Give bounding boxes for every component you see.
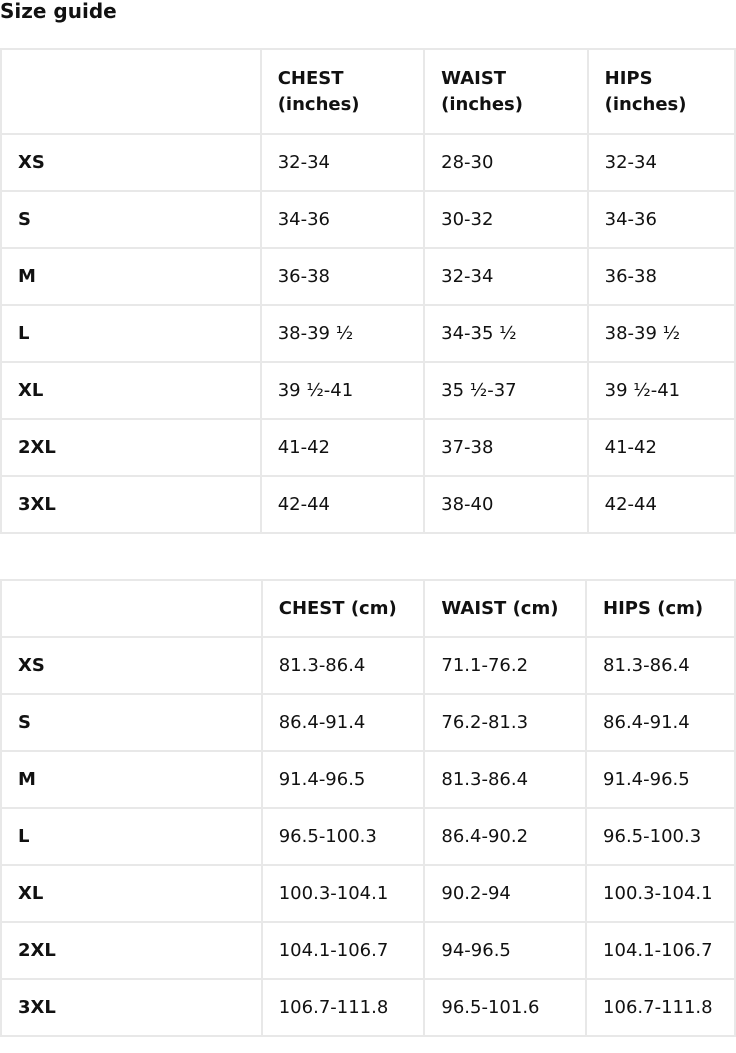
table-row: 3XL 42-44 38-40 42-44 <box>0 475 736 534</box>
size-label: 2XL <box>0 921 263 980</box>
measurement-cell: 81.3-86.4 <box>423 750 588 809</box>
measurement-cell: 96.5-101.6 <box>423 978 588 1037</box>
measurement-cell: 34-36 <box>586 190 736 249</box>
table-row: S 86.4-91.4 76.2-81.3 86.4-91.4 <box>0 693 736 752</box>
size-label: XS <box>0 133 262 192</box>
measurement-cell: 100.3-104.1 <box>260 864 426 923</box>
measurement-cell: 94-96.5 <box>423 921 588 980</box>
measurement-cell: 36-38 <box>586 247 736 306</box>
table-header-row: CHEST (inches) WAIST (inches) HIPS (inches… <box>0 48 736 135</box>
size-label: M <box>0 750 263 809</box>
measurement-cell: 106.7-111.8 <box>260 978 426 1037</box>
measurement-cell: 104.1-106.7 <box>260 921 426 980</box>
column-header: CHEST (inches) <box>259 48 426 135</box>
measurement-cell: 86.4-91.4 <box>260 693 426 752</box>
measurement-cell: 91.4-96.5 <box>260 750 426 809</box>
measurement-cell: 96.5-100.3 <box>585 807 736 866</box>
measurement-cell: 39 ½-41 <box>259 361 426 420</box>
table-row: M 91.4-96.5 81.3-86.4 91.4-96.5 <box>0 750 736 809</box>
measurement-cell: 32-34 <box>423 247 589 306</box>
size-label: 3XL <box>0 978 263 1037</box>
measurement-cell: 36-38 <box>259 247 426 306</box>
measurement-cell: 96.5-100.3 <box>260 807 426 866</box>
measurement-cell: 81.3-86.4 <box>260 636 426 695</box>
measurement-cell: 42-44 <box>586 475 736 534</box>
column-header: HIPS (inches) <box>586 48 736 135</box>
measurement-cell: 86.4-90.2 <box>423 807 588 866</box>
size-label: XS <box>0 636 263 695</box>
table-row: L 38-39 ½ 34-35 ½ 38-39 ½ <box>0 304 736 363</box>
measurement-cell: 28-30 <box>423 133 589 192</box>
measurement-cell: 42-44 <box>259 475 426 534</box>
table-row: M 36-38 32-34 36-38 <box>0 247 736 306</box>
table-header-row: CHEST (cm) WAIST (cm) HIPS (cm) <box>0 579 736 638</box>
table-row: 2XL 41-42 37-38 41-42 <box>0 418 736 477</box>
measurement-cell: 41-42 <box>586 418 736 477</box>
column-header: WAIST (cm) <box>423 579 588 638</box>
size-label: XL <box>0 864 263 923</box>
measurement-cell: 38-39 ½ <box>586 304 736 363</box>
size-table-inches: CHEST (inches) WAIST (inches) HIPS (inches… <box>0 48 736 534</box>
measurement-cell: 34-35 ½ <box>423 304 589 363</box>
measurement-cell: 35 ½-37 <box>423 361 589 420</box>
measurement-cell: 76.2-81.3 <box>423 693 588 752</box>
measurement-cell: 38-40 <box>423 475 589 534</box>
measurement-cell: 34-36 <box>259 190 426 249</box>
size-label: L <box>0 304 262 363</box>
column-header <box>0 579 263 638</box>
measurement-cell: 39 ½-41 <box>586 361 736 420</box>
measurement-cell: 86.4-91.4 <box>585 693 736 752</box>
column-header <box>0 48 262 135</box>
table-row: XL 39 ½-41 35 ½-37 39 ½-41 <box>0 361 736 420</box>
measurement-cell: 100.3-104.1 <box>585 864 736 923</box>
measurement-cell: 30-32 <box>423 190 589 249</box>
measurement-cell: 32-34 <box>259 133 426 192</box>
column-header: HIPS (cm) <box>585 579 736 638</box>
table-row: 2XL 104.1-106.7 94-96.5 104.1-106.7 <box>0 921 736 980</box>
table-row: XS 32-34 28-30 32-34 <box>0 133 736 192</box>
size-label: S <box>0 693 263 752</box>
size-label: 3XL <box>0 475 262 534</box>
measurement-cell: 104.1-106.7 <box>585 921 736 980</box>
measurement-cell: 38-39 ½ <box>259 304 426 363</box>
size-label: 2XL <box>0 418 262 477</box>
size-label: M <box>0 247 262 306</box>
column-header: CHEST (cm) <box>260 579 426 638</box>
measurement-cell: 71.1-76.2 <box>423 636 588 695</box>
table-row: XS 81.3-86.4 71.1-76.2 81.3-86.4 <box>0 636 736 695</box>
measurement-cell: 41-42 <box>259 418 426 477</box>
table-row: S 34-36 30-32 34-36 <box>0 190 736 249</box>
size-table-cm: CHEST (cm) WAIST (cm) HIPS (cm) XS 81.3-86.… <box>0 579 736 1037</box>
measurement-cell: 91.4-96.5 <box>585 750 736 809</box>
measurement-cell: 106.7-111.8 <box>585 978 736 1037</box>
size-label: XL <box>0 361 262 420</box>
column-header: WAIST (inches) <box>423 48 589 135</box>
measurement-cell: 90.2-94 <box>423 864 588 923</box>
measurement-cell: 81.3-86.4 <box>585 636 736 695</box>
table-row: L 96.5-100.3 86.4-90.2 96.5-100.3 <box>0 807 736 866</box>
page-title: Size guide <box>0 0 117 23</box>
measurement-cell: 37-38 <box>423 418 589 477</box>
size-label: S <box>0 190 262 249</box>
table-row: 3XL 106.7-111.8 96.5-101.6 106.7-111.8 <box>0 978 736 1037</box>
size-label: L <box>0 807 263 866</box>
measurement-cell: 32-34 <box>586 133 736 192</box>
table-row: XL 100.3-104.1 90.2-94 100.3-104.1 <box>0 864 736 923</box>
